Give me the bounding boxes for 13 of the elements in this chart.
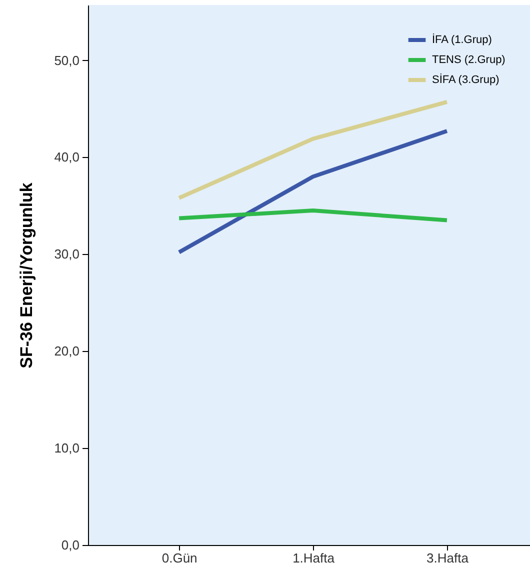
legend-label: TENS (2.Grup) bbox=[432, 54, 506, 66]
x-tick-label: 0.Gün bbox=[162, 550, 198, 566]
x-tick-label: 3.Hafta bbox=[426, 550, 470, 566]
y-tick-label: 20,0 bbox=[54, 344, 80, 359]
y-tick-label: 50,0 bbox=[54, 52, 80, 68]
y-tick-label: 40,0 bbox=[54, 150, 80, 165]
y-tick-label: 0,0 bbox=[61, 538, 80, 552]
y-tick-label: 10,0 bbox=[54, 440, 80, 456]
y-tick-label: 30,0 bbox=[54, 246, 80, 262]
legend-label: SİFA (3.Grup) bbox=[432, 73, 500, 86]
legend-label: İFA (1.Grup) bbox=[432, 33, 492, 46]
y-axis-title: SF-36 Enerji/Yorgunluk bbox=[17, 182, 36, 368]
x-tick-label: 1.Hafta bbox=[292, 550, 336, 566]
